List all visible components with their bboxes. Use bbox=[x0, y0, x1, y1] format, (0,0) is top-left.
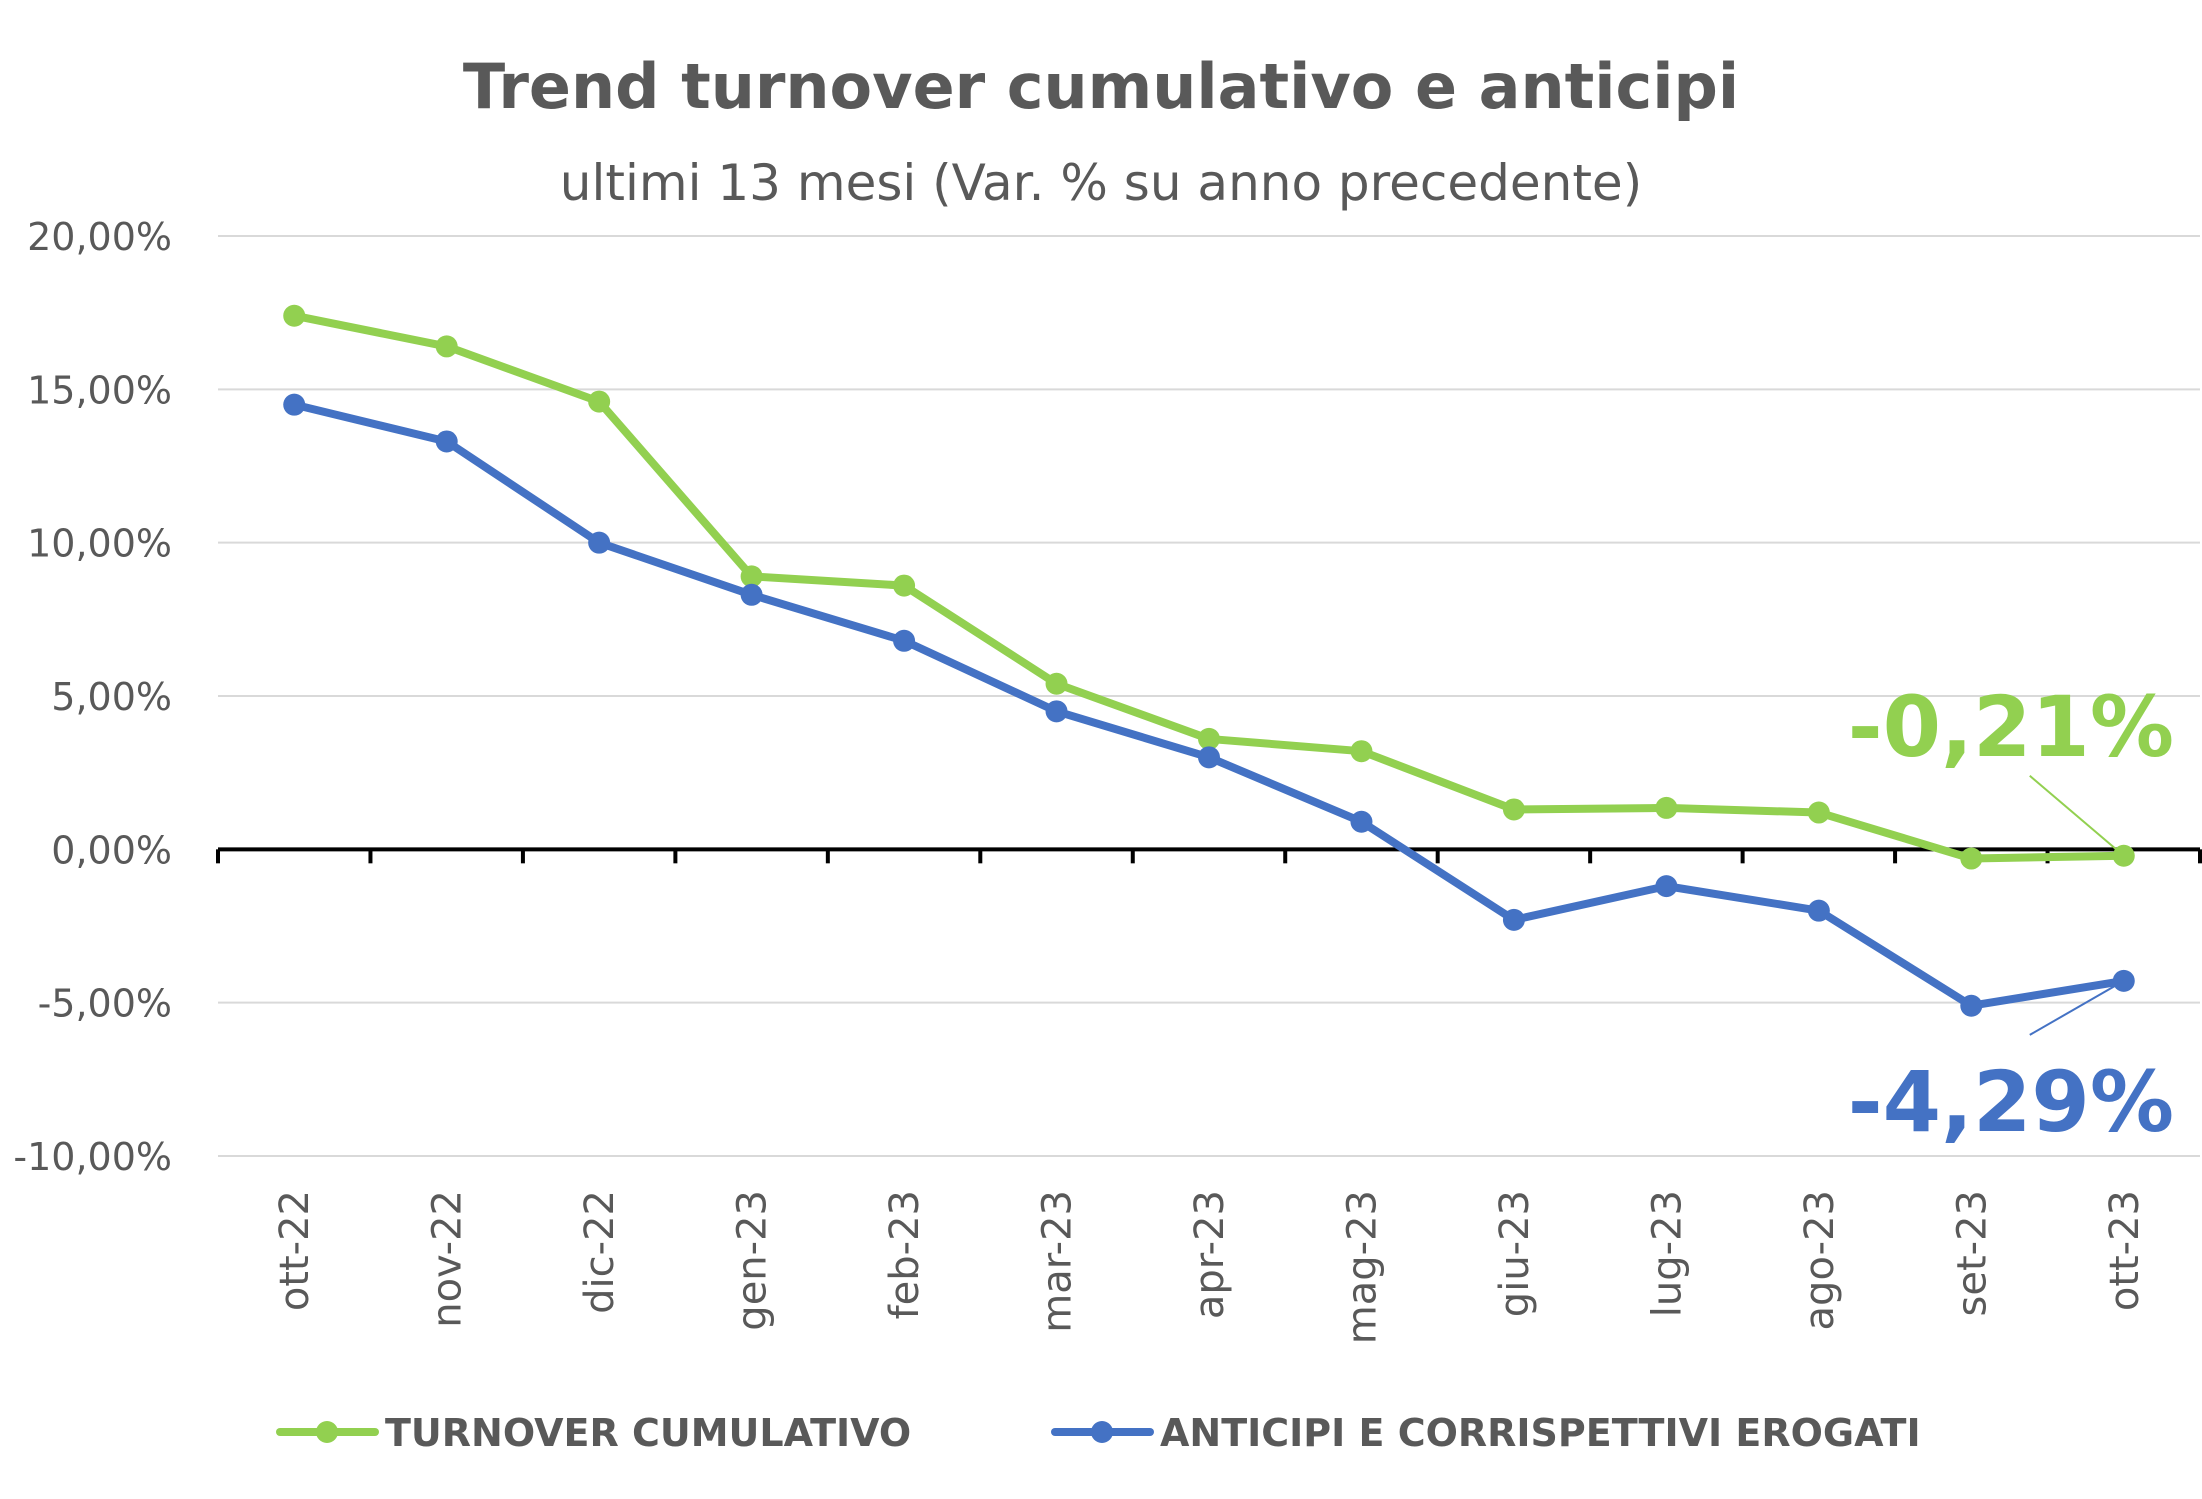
data-point bbox=[1655, 796, 1678, 819]
data-point bbox=[435, 430, 458, 453]
series-2 bbox=[283, 393, 2135, 1017]
data-point bbox=[1045, 700, 1068, 723]
x-tick-label: mar-23 bbox=[1035, 1190, 1081, 1333]
y-tick-label: 5,00% bbox=[51, 675, 172, 719]
y-tick-label: 0,00% bbox=[51, 828, 172, 872]
y-tick-label: -10,00% bbox=[13, 1135, 172, 1179]
x-tick-label: dic-22 bbox=[577, 1190, 623, 1314]
series-line bbox=[290, 311, 2128, 863]
data-point bbox=[893, 574, 916, 597]
y-axis-tick-labels: 20,00% 15,00% 10,00% 5,00% 0,00% -5,00% -10,00… bbox=[13, 215, 172, 1179]
x-axis bbox=[216, 847, 2202, 864]
data-point bbox=[1655, 875, 1678, 898]
data-point bbox=[740, 583, 763, 606]
gridlines bbox=[218, 235, 2200, 1157]
legend-swatch-marker bbox=[316, 1421, 338, 1443]
x-tick-label: mag-23 bbox=[1339, 1190, 1385, 1344]
legend-entry: ANTICIPI E CORRISPETTIVI EROGATI bbox=[1051, 1411, 1921, 1455]
x-tick-label: ott-22 bbox=[272, 1190, 318, 1311]
x-tick-label: apr-23 bbox=[1187, 1190, 1233, 1319]
data-point bbox=[1350, 740, 1373, 763]
y-tick-label: -5,00% bbox=[38, 982, 172, 1026]
x-axis-tick-labels: ott-22 nov-22 dic-22 gen-23 feb-23 mar-23 apr-… bbox=[272, 1190, 2148, 1344]
legend-label: TURNOVER CUMULATIVO bbox=[385, 1411, 911, 1455]
x-tick-label: nov-22 bbox=[425, 1190, 471, 1328]
legend: TURNOVER CUMULATIVO ANTICIPI E CORRISPETT… bbox=[276, 1411, 1921, 1455]
data-point bbox=[283, 304, 306, 327]
data-point bbox=[1502, 908, 1525, 931]
data-point bbox=[588, 390, 611, 413]
data-point bbox=[1198, 727, 1220, 750]
series-1 bbox=[283, 304, 2135, 870]
data-point bbox=[1198, 746, 1220, 769]
y-tick-label: 20,00% bbox=[27, 215, 172, 259]
x-tick-label: giu-23 bbox=[1492, 1190, 1538, 1317]
y-tick-label: 15,00% bbox=[27, 368, 172, 412]
data-point bbox=[1045, 672, 1068, 695]
legend-swatch-marker bbox=[1091, 1421, 1113, 1443]
annotation-label: -0,21% bbox=[1848, 678, 2174, 776]
x-tick-label: lug-23 bbox=[1644, 1190, 1690, 1317]
chart-subtitle: ultimi 13 mesi (Var. % su anno precedent… bbox=[560, 154, 1642, 212]
x-tick-label: feb-23 bbox=[882, 1190, 928, 1319]
series-lines bbox=[283, 304, 2135, 1017]
x-tick-label: ott-23 bbox=[2102, 1190, 2148, 1311]
data-point bbox=[1502, 798, 1525, 821]
data-point bbox=[1960, 994, 1983, 1017]
data-point bbox=[1807, 801, 1830, 824]
x-tick-label: ago-23 bbox=[1797, 1190, 1843, 1330]
y-tick-label: 10,00% bbox=[27, 522, 172, 566]
x-tick-label: set-23 bbox=[1949, 1190, 1995, 1316]
data-point bbox=[1960, 847, 1983, 870]
annotation-leader-line bbox=[2029, 980, 2125, 1036]
data-point bbox=[283, 393, 306, 416]
data-point bbox=[1807, 899, 1830, 922]
x-tick-label: gen-23 bbox=[730, 1190, 776, 1331]
legend-entry: TURNOVER CUMULATIVO bbox=[276, 1411, 911, 1455]
annotations: -0,21% -4,29% bbox=[1848, 678, 2174, 1151]
data-point bbox=[740, 565, 763, 588]
data-point bbox=[588, 531, 611, 554]
data-point bbox=[893, 629, 916, 652]
annotation-label: -4,29% bbox=[1848, 1053, 2174, 1151]
annotation-leader-line bbox=[2029, 775, 2125, 857]
chart-title: Trend turnover cumulativo e anticipi bbox=[463, 50, 1739, 123]
data-point bbox=[435, 335, 458, 358]
legend-label: ANTICIPI E CORRISPETTIVI EROGATI bbox=[1160, 1411, 1921, 1455]
data-point bbox=[1350, 810, 1373, 833]
